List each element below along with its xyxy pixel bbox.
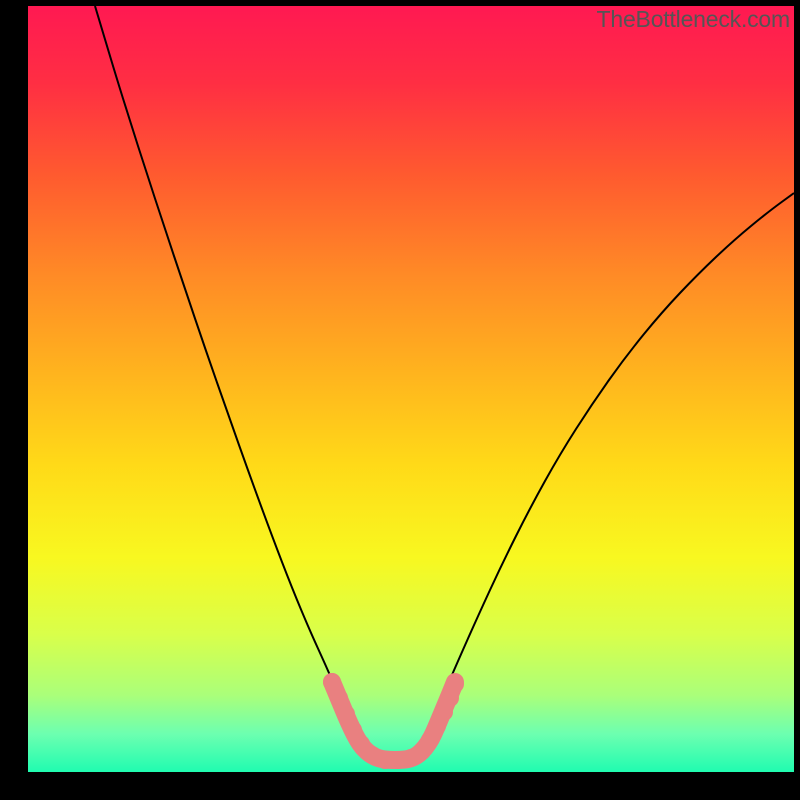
chart-svg [28,6,794,772]
gradient-background [28,6,794,772]
valley-dot [446,675,464,693]
valley-dot [323,673,341,691]
valley-dot [337,705,355,723]
watermark-text: TheBottleneck.com [597,6,790,33]
plot-area [28,6,794,772]
valley-dot [330,689,348,707]
